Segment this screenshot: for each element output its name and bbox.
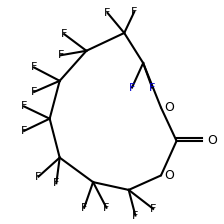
Text: O: O (164, 101, 174, 114)
Text: F: F (149, 82, 155, 93)
Text: F: F (104, 8, 111, 18)
Text: F: F (132, 211, 139, 220)
Text: F: F (103, 203, 110, 213)
Text: O: O (208, 134, 218, 147)
Text: F: F (129, 82, 135, 93)
Text: O: O (164, 169, 174, 182)
Text: F: F (53, 178, 60, 188)
Text: F: F (131, 7, 138, 17)
Text: F: F (21, 126, 27, 136)
Text: F: F (35, 172, 42, 182)
Text: F: F (31, 62, 37, 73)
Text: F: F (81, 203, 87, 213)
Text: F: F (21, 101, 27, 111)
Text: F: F (150, 204, 156, 214)
Text: F: F (61, 29, 67, 39)
Text: F: F (58, 50, 64, 60)
Text: F: F (31, 87, 37, 97)
